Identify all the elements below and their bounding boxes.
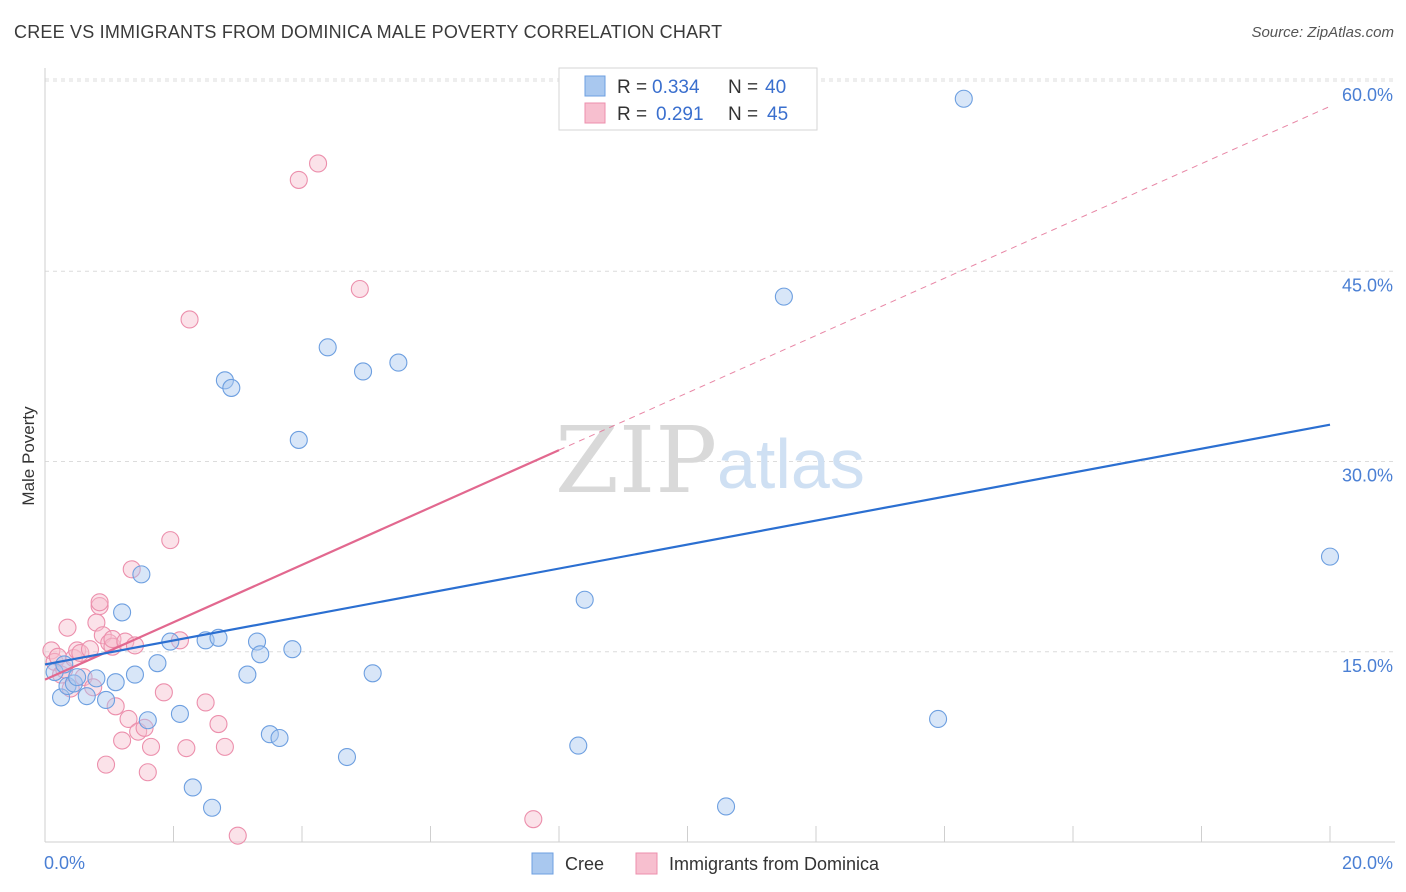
cree-point-8 (96, 690, 116, 709)
cree-point-39 (929, 709, 948, 729)
cree-point-9 (106, 673, 125, 692)
dominica-point-42 (350, 279, 369, 299)
trend-dominica-dashed (558, 105, 1331, 451)
cree-point-21 (215, 371, 234, 390)
chart-title: CREE VS IMMIGRANTS FROM DOMINICA MALE PO… (14, 22, 723, 42)
cree-point-13 (138, 711, 157, 730)
legend-dominica-r-value: 0.291 (656, 104, 704, 125)
dominica-point-36 (196, 693, 215, 712)
x-tick-label-min: 0.0% (44, 853, 85, 873)
cree-point-32 (353, 362, 373, 381)
dominica-point-43 (524, 810, 543, 829)
cree-point-38 (774, 287, 793, 306)
dominica-point-25 (122, 560, 141, 579)
trend-dominica (44, 449, 560, 681)
series-cree-points (45, 89, 1340, 817)
dominica-point-24 (119, 709, 138, 729)
cree-point-40 (954, 89, 973, 108)
trend-lines (44, 105, 1331, 681)
top-legend: R = 0.334 N = 40 R = 0.291 N = 45 (558, 67, 818, 131)
cree-point-41 (1320, 547, 1340, 566)
cree-point-23 (238, 665, 257, 684)
watermark: ZIP atlas (555, 407, 865, 514)
cree-point-29 (289, 430, 308, 449)
y-tick-labels: 15.0% 30.0% 45.0% 60.0% (1342, 85, 1393, 676)
dominica-point-22 (113, 731, 132, 750)
cree-point-34 (389, 353, 408, 372)
y-axis-label: Male Poverty (19, 406, 38, 506)
cree-point-35 (569, 736, 588, 755)
cree-point-25 (251, 645, 270, 664)
bottom-legend: Cree Immigrants from Dominica (531, 852, 880, 875)
cree-point-19 (203, 798, 222, 817)
grid-lines (45, 78, 1395, 653)
cree-point-7 (87, 669, 106, 688)
dominica-point-32 (161, 531, 180, 550)
dominica-point-11 (80, 640, 100, 659)
trend-cree (44, 423, 1331, 666)
legend-cree-r-label: R = (617, 77, 647, 98)
dominica-point-40 (289, 170, 308, 189)
dominica-point-17 (96, 755, 116, 774)
cree-point-26 (260, 725, 279, 744)
legend-dominica-n-value: 45 (767, 104, 788, 125)
watermark-zip: ZIP (555, 407, 717, 514)
y-tick-label-3: 60.0% (1342, 85, 1393, 105)
bottom-legend-cree: Cree (565, 854, 604, 874)
dominica-point-15 (90, 593, 109, 612)
legend-dominica-r-label: R = (617, 104, 647, 125)
legend-cree-n-value: 40 (765, 77, 786, 98)
legend-swatch-cree (584, 75, 606, 97)
dominica-point-5 (58, 618, 77, 637)
series-dominica-points (42, 154, 543, 845)
cree-point-27 (270, 728, 289, 748)
dominica-point-39 (228, 826, 247, 845)
dominica-point-31 (154, 683, 173, 702)
cree-point-31 (337, 747, 357, 767)
cree-point-30 (318, 338, 337, 357)
legend-cree-n-label: N = (728, 77, 758, 98)
y-tick-label-0: 15.0% (1342, 656, 1393, 676)
cree-point-37 (716, 797, 736, 816)
dominica-point-21 (106, 697, 125, 716)
y-tick-label-1: 30.0% (1342, 466, 1393, 486)
bottom-legend-swatch-cree (531, 852, 554, 875)
legend-cree-r-value: 0.334 (652, 77, 700, 98)
dominica-point-35 (180, 310, 199, 329)
cree-point-17 (183, 778, 202, 797)
dominica-point-41 (309, 154, 328, 173)
source-label: Source: ZipAtlas.com (1251, 24, 1394, 41)
cree-point-10 (113, 603, 132, 622)
legend-dominica-n-label: N = (728, 104, 758, 125)
dominica-point-29 (138, 763, 157, 782)
cree-point-16 (170, 704, 189, 723)
cree-point-28 (283, 640, 302, 659)
legend-swatch-dominica (584, 102, 606, 124)
dominica-point-38 (215, 737, 234, 756)
bottom-legend-swatch-dominica (635, 852, 658, 875)
cree-point-33 (363, 664, 382, 683)
y-tick-label-2: 45.0% (1342, 275, 1393, 295)
dominica-point-34 (177, 739, 196, 758)
dominica-point-14 (90, 597, 109, 616)
axes (44, 68, 1395, 843)
cree-point-22 (222, 378, 241, 397)
watermark-atlas: atlas (717, 425, 865, 503)
bottom-legend-dominica: Immigrants from Dominica (669, 854, 880, 874)
x-tick-label-max: 20.0% (1342, 853, 1393, 873)
dominica-point-30 (141, 737, 161, 756)
cree-point-14 (148, 654, 167, 673)
dominica-point-37 (209, 714, 228, 734)
cree-point-5 (68, 668, 87, 687)
cree-point-11 (125, 665, 144, 684)
cree-point-1 (52, 688, 71, 707)
cree-point-6 (77, 687, 96, 706)
cree-point-36 (575, 590, 594, 609)
cree-point-12 (132, 565, 151, 584)
